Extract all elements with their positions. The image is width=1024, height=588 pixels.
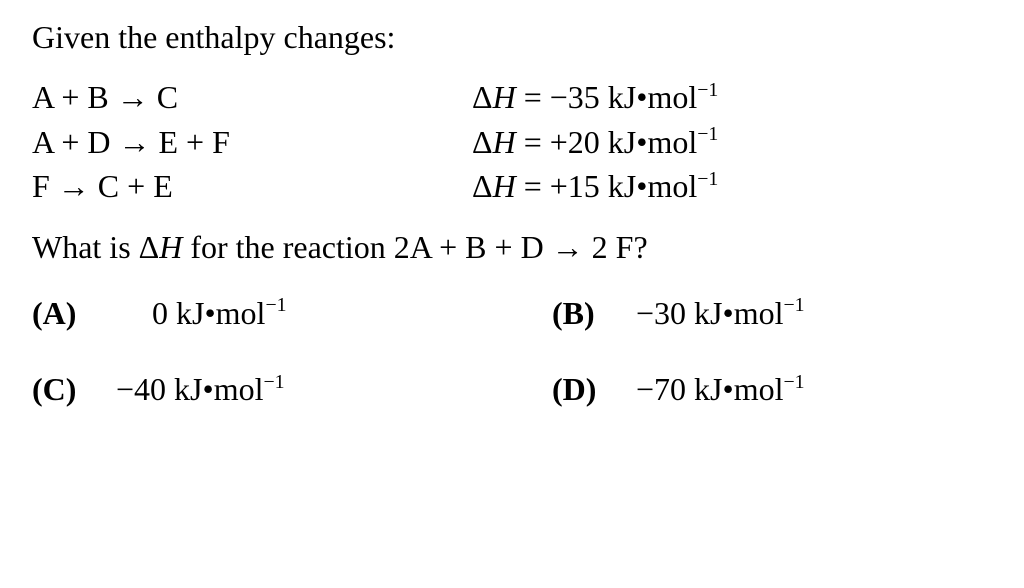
option-a-value: 0 kJ•mol−1: [152, 294, 287, 332]
option-c: (C) −40 kJ•mol−1: [32, 370, 552, 408]
delta-h-symbol: H: [493, 168, 516, 204]
question-prefix: What is Δ: [32, 229, 159, 265]
option-b: (B) −30 kJ•mol−1: [552, 294, 805, 332]
unit-exp: −1: [265, 294, 286, 316]
equation-2-lhs: A + D → E + F: [32, 123, 472, 161]
option-b-value: −30 kJ•mol−1: [636, 294, 805, 332]
intro-text: Given the enthalpy changes:: [32, 18, 1000, 56]
unit-base: kJ•mol: [600, 168, 697, 204]
option-d-value: −70 kJ•mol−1: [636, 370, 805, 408]
unit-exp: −1: [783, 371, 804, 393]
unit-exp: −1: [263, 371, 284, 393]
option-d-number: −70: [636, 371, 686, 407]
option-row: (A) 0 kJ•mol−1 (B) −30 kJ•mol−1: [32, 294, 1000, 332]
option-a-label: (A): [32, 294, 88, 332]
equation-1-lhs: A + B → C: [32, 78, 472, 116]
equation-3-dh-value: +15: [550, 168, 600, 204]
option-c-label: (C): [32, 370, 88, 408]
question-reaction: 2A + B + D → 2 F?: [394, 229, 648, 265]
equation-1-dh: ΔH = −35 kJ•mol−1: [472, 78, 718, 116]
option-c-value: −40 kJ•mol−1: [116, 370, 285, 408]
unit-base: kJ•mol: [600, 124, 697, 160]
answer-options: (A) 0 kJ•mol−1 (B) −30 kJ•mol−1 (C) −40 …: [32, 294, 1000, 409]
equation-2-dh: ΔH = +20 kJ•mol−1: [472, 123, 718, 161]
equation-row: F → C + E ΔH = +15 kJ•mol−1: [32, 167, 1000, 205]
equation-3-dh: ΔH = +15 kJ•mol−1: [472, 167, 718, 205]
equation-2-dh-value: +20: [550, 124, 600, 160]
option-a: (A) 0 kJ•mol−1: [32, 294, 552, 332]
option-a-number: 0: [152, 295, 168, 331]
unit-base: kJ•mol: [166, 371, 263, 407]
option-b-number: −30: [636, 295, 686, 331]
option-c-number: −40: [116, 371, 166, 407]
option-d: (D) −70 kJ•mol−1: [552, 370, 805, 408]
option-b-label: (B): [552, 294, 608, 332]
equation-3-lhs: F → C + E: [32, 167, 472, 205]
equation-row: A + B → C ΔH = −35 kJ•mol−1: [32, 78, 1000, 116]
unit-exp: −1: [697, 168, 718, 190]
delta-h-symbol: H: [159, 229, 182, 265]
delta-h-symbol: H: [493, 124, 516, 160]
equation-1-dh-value: −35: [550, 79, 600, 115]
unit-exp: −1: [697, 123, 718, 145]
option-row: (C) −40 kJ•mol−1 (D) −70 kJ•mol−1: [32, 370, 1000, 408]
unit-base: kJ•mol: [686, 371, 783, 407]
question-text: What is ΔH for the reaction 2A + B + D →…: [32, 228, 1000, 266]
question-mid: for the reaction: [182, 229, 393, 265]
unit-base: kJ•mol: [686, 295, 783, 331]
given-equations: A + B → C ΔH = −35 kJ•mol−1 A + D → E + …: [32, 78, 1000, 205]
unit-exp: −1: [783, 294, 804, 316]
unit-base: kJ•mol: [600, 79, 697, 115]
delta-h-symbol: H: [493, 79, 516, 115]
unit-exp: −1: [697, 79, 718, 101]
equation-row: A + D → E + F ΔH = +20 kJ•mol−1: [32, 123, 1000, 161]
unit-base: kJ•mol: [168, 295, 265, 331]
option-d-label: (D): [552, 370, 608, 408]
